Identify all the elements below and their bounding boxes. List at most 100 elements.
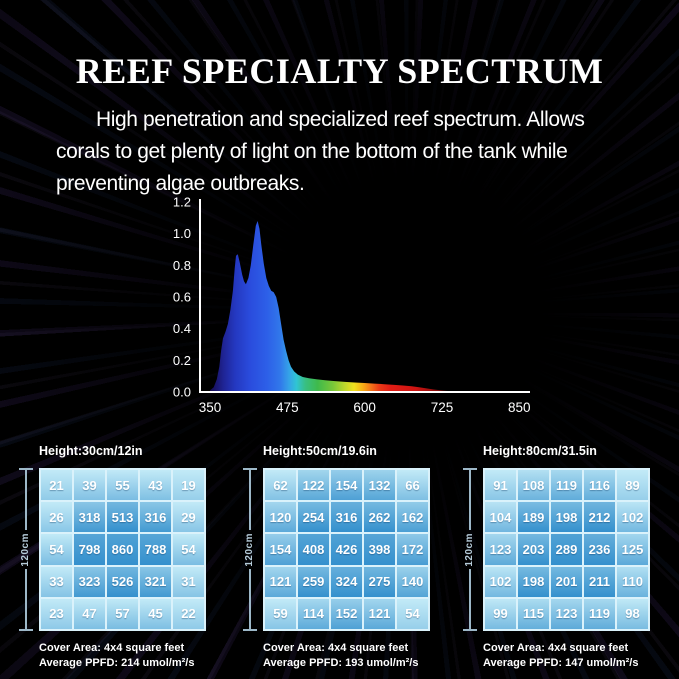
ppfd-cell: 321 [140,566,171,597]
ppfd-cell: 154 [265,534,296,565]
ppfd-cell: 91 [485,470,516,501]
ppfd-cell: 121 [265,566,296,597]
ppfd-cell: 114 [298,598,329,629]
panel-footer: Cover Area: 4x4 square feet Average PPFD… [39,641,208,671]
ppfd-cell: 316 [331,502,362,533]
ppfd-cell: 289 [551,534,582,565]
rail-line [468,470,471,530]
ppfd-cell: 104 [485,502,516,533]
ppfd-cell: 152 [331,598,362,629]
ppfd-cell: 189 [518,502,549,533]
ppfd-panel-80cm: Height:80cm/31.5in 120cm 91 108 119 116 89 10… [456,440,652,675]
ppfd-cell: 798 [74,534,105,565]
rail-line [24,470,27,530]
ppfd-cell: 119 [584,598,615,629]
subtitle-line: preventing algae outbreaks. [56,172,305,195]
ppfd-cell: 19 [173,470,204,501]
rail-line [248,569,251,630]
rail-bottom-cap [242,629,257,632]
ppfd-cell: 54 [397,598,428,629]
x-tick-label: 725 [431,400,454,415]
ppfd-cell: 33 [41,566,72,597]
y-tick-label: 1.2 [173,195,191,210]
ppfd-cell: 39 [74,470,105,501]
subtitle-line: High penetration and specialized reef sp… [96,108,585,131]
rail-line [468,569,471,630]
ppfd-cell: 89 [617,470,648,501]
ppfd-cell: 47 [74,598,105,629]
ppfd-cell: 57 [107,598,138,629]
x-tick-label: 850 [508,400,531,415]
ppfd-cell: 236 [584,534,615,565]
ppfd-cell: 203 [518,534,549,565]
ppfd-cell: 426 [331,534,362,565]
ppfd-cell: 262 [364,502,395,533]
ppfd-cell: 316 [140,502,171,533]
dimension-rail: 120cm [236,468,263,632]
ppfd-cell: 162 [397,502,428,533]
ppfd-cell: 323 [74,566,105,597]
ppfd-cell: 108 [518,470,549,501]
ppfd-cell: 212 [584,502,615,533]
average-ppfd-label: Average PPFD: 214 umol/m²/s [39,657,195,669]
ppfd-cell: 318 [74,502,105,533]
ppfd-cell: 21 [41,470,72,501]
ppfd-cell: 115 [518,598,549,629]
ppfd-grid: 21 39 55 43 19 26 318 513 316 29 54 798 860 788 54 33 32… [39,468,206,631]
ppfd-cell: 59 [265,598,296,629]
ppfd-cell: 110 [617,566,648,597]
subtitle: High penetration and specialized reef sp… [56,104,656,200]
y-tick-label: 0.0 [173,385,191,400]
ppfd-cell: 98 [617,598,648,629]
cover-area-label: Cover Area: 4x4 square feet [39,642,185,654]
cover-area-label: Cover Area: 4x4 square feet [263,642,409,654]
average-ppfd-label: Average PPFD: 147 umol/m²/s [483,657,639,669]
rail-bottom-cap [18,629,33,632]
ppfd-cell: 43 [140,470,171,501]
ppfd-cell: 66 [397,470,428,501]
height-label: Height:30cm/12in [39,444,143,458]
ppfd-cell: 324 [331,566,362,597]
average-ppfd-label: Average PPFD: 193 umol/m²/s [263,657,419,669]
x-tick-label: 475 [276,400,299,415]
ppfd-cell: 45 [140,598,171,629]
y-tick-label: 1.0 [173,226,191,241]
ppfd-panel-50cm: Height:50cm/19.6in 120cm 62 122 154 132 66 12… [236,440,432,675]
ppfd-cell: 860 [107,534,138,565]
ppfd-cell: 120 [265,502,296,533]
y-tick-label: 0.2 [173,353,191,368]
ppfd-cell: 54 [41,534,72,565]
ppfd-cell: 102 [485,566,516,597]
panel-footer: Cover Area: 4x4 square feet Average PPFD… [483,641,652,671]
spectrum-chart: 0.0 0.2 0.4 0.6 0.8 1.0 1.2 350 475 600 725 850 [130,192,560,427]
ppfd-panel-30cm: Height:30cm/12in 120cm 21 39 55 43 19 26 318 51… [12,440,208,675]
ppfd-cell: 29 [173,502,204,533]
ppfd-cell: 121 [364,598,395,629]
ppfd-cell: 526 [107,566,138,597]
spectrum-chart-svg: 0.0 0.2 0.4 0.6 0.8 1.0 1.2 350 475 600 725 850 [173,195,531,416]
rail-bottom-cap [462,629,477,632]
ppfd-cell: 125 [617,534,648,565]
panel-footer: Cover Area: 4x4 square feet Average PPFD… [263,641,432,671]
ppfd-cell: 123 [551,598,582,629]
ppfd-cell: 31 [173,566,204,597]
ppfd-cell: 132 [364,470,395,501]
height-label: Height:80cm/31.5in [483,444,597,458]
ppfd-cell: 119 [551,470,582,501]
ppfd-cell: 198 [551,502,582,533]
ppfd-cell: 398 [364,534,395,565]
page-title: REEF SPECIALTY SPECTRUM [75,51,604,91]
ppfd-cell: 198 [518,566,549,597]
ppfd-cell: 140 [397,566,428,597]
ppfd-cell: 22 [173,598,204,629]
ppfd-cell: 154 [331,470,362,501]
rail-line [248,470,251,530]
ppfd-cell: 54 [173,534,204,565]
ppfd-cell: 211 [584,566,615,597]
y-tick-label: 0.6 [173,290,191,305]
ppfd-cell: 513 [107,502,138,533]
x-tick-label: 600 [353,400,376,415]
x-tick-label: 350 [199,400,222,415]
ppfd-cell: 23 [41,598,72,629]
